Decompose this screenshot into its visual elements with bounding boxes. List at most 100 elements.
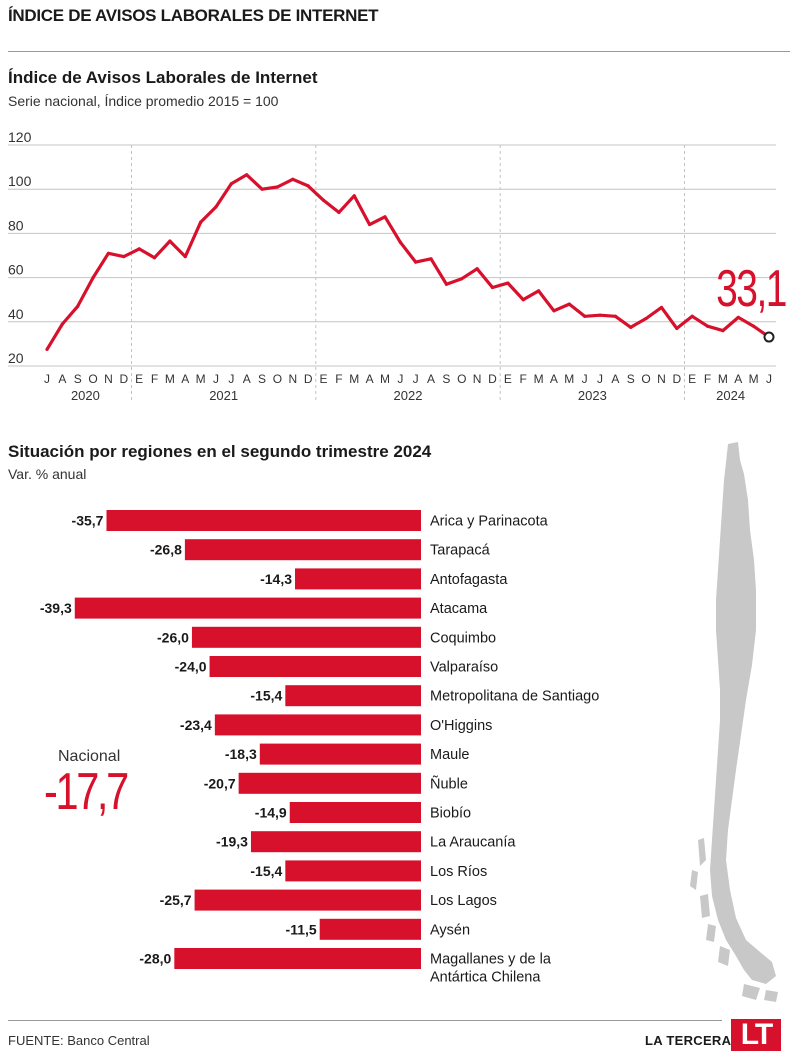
x-tick-label: N [288, 372, 297, 386]
x-tick-label: J [397, 372, 403, 386]
x-tick-label: S [627, 372, 635, 386]
x-tick-label: M [564, 372, 574, 386]
last-data-point [763, 331, 775, 343]
data-point [245, 173, 249, 177]
data-point [398, 240, 402, 244]
data-point [721, 329, 725, 333]
region-label: Arica y Parinacota [430, 514, 549, 530]
region-bar [319, 918, 421, 940]
region-label: O'Higgins [430, 718, 492, 734]
bar-value-label: -35,7 [72, 513, 104, 529]
y-tick-label: 60 [8, 262, 24, 278]
data-point [260, 187, 264, 191]
data-point [536, 289, 541, 293]
region-label: Los Ríos [430, 864, 487, 880]
bar-value-label: -14,3 [260, 571, 292, 587]
x-tick-label: N [657, 372, 666, 386]
bar-value-label: -19,3 [216, 834, 248, 850]
data-point [736, 315, 740, 319]
x-tick-label: J [213, 372, 219, 386]
x-tick-label: D [119, 372, 128, 386]
region-label: Biobío [430, 806, 471, 822]
line-chart-subtitle: Serie nacional, Índice promedio 2015 = 1… [8, 93, 279, 109]
x-tick-label: A [550, 372, 558, 386]
region-label: La Araucanía [430, 835, 516, 851]
line-chart-series [45, 173, 775, 352]
title-divider [8, 51, 790, 52]
region-bar [74, 597, 421, 619]
series-line [45, 173, 770, 351]
data-point [460, 277, 464, 281]
data-point [168, 239, 172, 243]
x-tick-label: F [151, 372, 158, 386]
x-tick-label: F [520, 372, 527, 386]
year-label: 2022 [394, 388, 423, 403]
x-tick-label: F [704, 372, 711, 386]
region-label: Maule [430, 747, 470, 763]
year-label: 2020 [71, 388, 100, 403]
x-tick-label: M [196, 372, 206, 386]
bar-value-label: -26,8 [150, 542, 182, 558]
region-bar [250, 831, 421, 853]
bar-value-label: -15,4 [250, 688, 282, 704]
line-chart-y-axis: 20 40 60 80 100 120 [8, 129, 32, 366]
region-label: Coquimbo [430, 630, 496, 646]
x-tick-label: M [349, 372, 359, 386]
x-tick-label: N [473, 372, 482, 386]
region-label: Aysén [430, 922, 470, 938]
x-tick-label: D [672, 372, 681, 386]
line-chart-title: Índice de Avisos Laborales de Internet [8, 68, 318, 87]
bar-value-label: -20,7 [204, 775, 236, 791]
x-tick-label: M [380, 372, 390, 386]
data-point [429, 257, 433, 261]
x-tick-label: O [273, 372, 282, 386]
x-tick-label: S [74, 372, 82, 386]
region-bar [191, 626, 421, 648]
bar-chart-title: Situación por regiones en el segundo tri… [8, 442, 432, 461]
region-label: Valparaíso [430, 660, 498, 676]
data-point [291, 177, 295, 181]
x-tick-label: M [534, 372, 544, 386]
data-point [444, 282, 449, 286]
line-chart-grid [8, 144, 776, 400]
page-title: ÍNDICE DE AVISOS LABORALES DE INTERNET [8, 6, 379, 25]
bar-value-label: -14,9 [255, 805, 287, 821]
data-point [367, 222, 372, 227]
data-point [506, 281, 510, 285]
region-bar [174, 948, 421, 969]
x-tick-label: E [320, 372, 328, 386]
bar-value-label: -28,0 [139, 951, 171, 967]
x-tick-label: M [749, 372, 759, 386]
bar-chart: -35,7 Arica y Parinacota -26,8 Tarapacá -14,… [40, 510, 599, 986]
data-point [383, 215, 387, 219]
data-point [352, 194, 356, 198]
bar-value-label: -24,0 [175, 659, 207, 675]
region-bar [238, 772, 421, 794]
x-tick-label: F [335, 372, 342, 386]
data-point [598, 313, 602, 317]
y-tick-label: 80 [8, 217, 24, 233]
bar-chart-subtitle: Var. % anual [8, 466, 87, 482]
national-value: -17,7 [44, 763, 129, 821]
data-point [76, 304, 80, 308]
footer-divider [8, 1020, 722, 1021]
x-tick-label: A [181, 372, 189, 386]
data-point [567, 302, 571, 306]
data-point [106, 251, 111, 255]
year-label: 2023 [578, 388, 607, 403]
bar-value-label: -18,3 [225, 746, 257, 762]
x-tick-label: M [718, 372, 728, 386]
region-bar [295, 568, 421, 590]
region-label: Metropolitana de Santiago [430, 689, 599, 705]
region-label: Atacama [430, 601, 488, 617]
region-bar [106, 510, 421, 531]
data-point [552, 309, 556, 313]
x-tick-label: D [488, 372, 497, 386]
x-tick-label: N [104, 372, 113, 386]
data-point [199, 220, 203, 224]
x-tick-label: J [413, 372, 419, 386]
x-tick-label: M [165, 372, 175, 386]
x-tick-label: O [88, 372, 97, 386]
data-point [229, 182, 233, 186]
data-point [705, 324, 710, 328]
